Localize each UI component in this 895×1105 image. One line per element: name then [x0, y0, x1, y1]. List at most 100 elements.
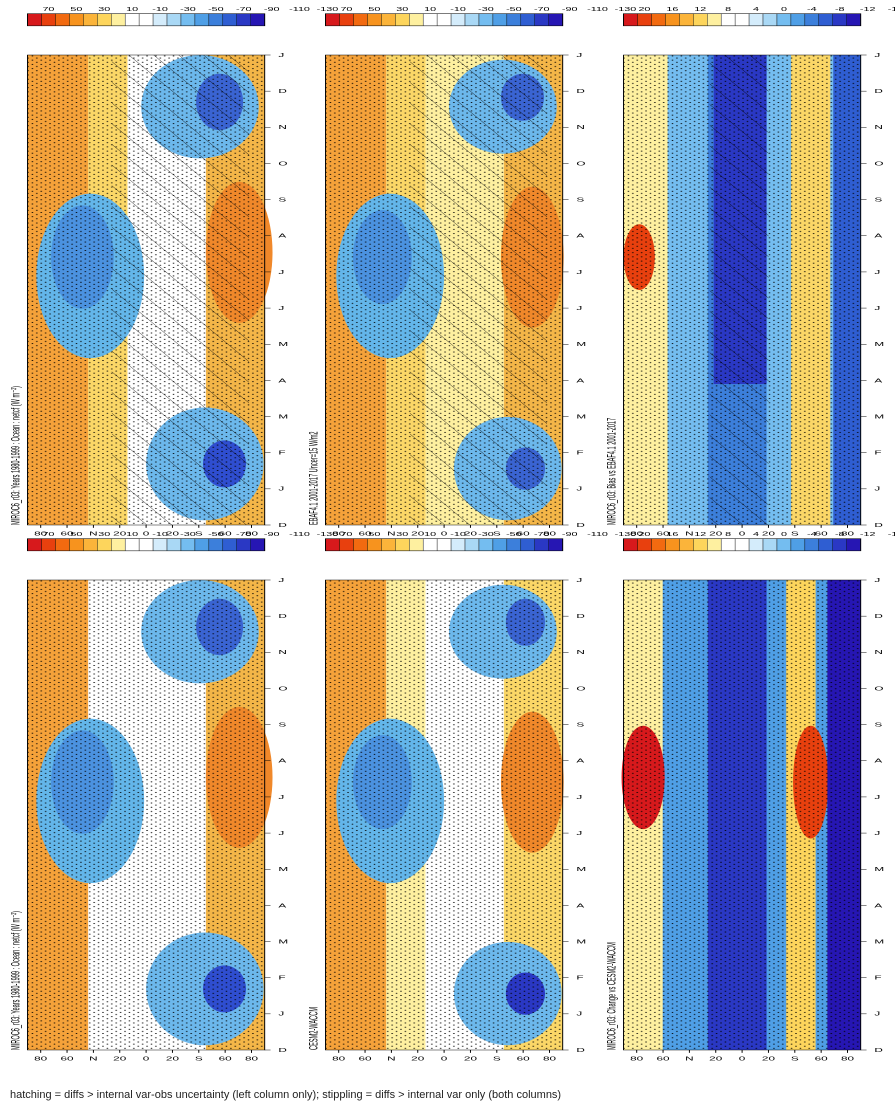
colorbar-swatch: [111, 538, 126, 551]
latitude-axis: 80 60 N 20 0 20 S 60 80: [34, 1050, 258, 1062]
y-tick-label: F: [278, 975, 286, 981]
colorbar-swatch: [478, 538, 494, 551]
colorbar-swatch: [41, 538, 56, 551]
colorbar-label: 0: [781, 6, 787, 12]
y-tick-label: F: [874, 975, 882, 981]
x-tick-label: 80: [332, 530, 345, 536]
latitude-axis: 80 60 N 20 0 20 S 60 80: [630, 1050, 854, 1062]
latitude-axis: 80 60 N 20 0 20 S 60 80: [34, 525, 258, 537]
colorbar-swatch: [534, 538, 549, 551]
y-tick-label: S: [278, 197, 286, 203]
colorbar-swatch: [381, 538, 396, 551]
panel-title: CESM2-WACCM: [307, 1007, 320, 1050]
y-tick-label: A: [278, 377, 287, 383]
x-tick-label: 60: [359, 530, 372, 536]
colorbar-label: -130: [615, 531, 637, 537]
colorbar-swatch: [409, 13, 424, 26]
y-tick-label: J: [278, 269, 284, 275]
y-tick-label: D: [278, 522, 287, 528]
colorbar-swatch: [707, 13, 722, 26]
y-tick-label: O: [874, 160, 883, 166]
colorbar-swatch: [464, 13, 480, 26]
x-tick-label: 80: [841, 1055, 854, 1061]
y-tick-label: N: [576, 649, 585, 655]
colorbar-swatch: [651, 13, 666, 26]
colorbar-label: -110: [289, 6, 310, 12]
colorbar-swatch: [27, 538, 42, 551]
y-tick-label: J: [278, 305, 284, 311]
colorbar-swatch: [665, 13, 680, 26]
colorbar-swatch: [637, 13, 652, 26]
colorbar-swatch: [534, 13, 549, 26]
colorbar-swatch: [69, 538, 84, 551]
latitude-axis: 80 60 N 20 0 20 S 60 80: [332, 525, 556, 537]
colorbar-swatch: [325, 13, 340, 26]
y-tick-label: N: [576, 124, 585, 130]
colorbar-label: -30: [478, 531, 494, 537]
y-tick-label: J: [576, 577, 582, 583]
x-tick-label: 20: [464, 530, 477, 536]
colorbar-label: -90: [562, 531, 578, 537]
y-tick-label: N: [874, 124, 883, 130]
colorbar-label: -30: [478, 6, 494, 12]
y-tick-label: A: [576, 233, 585, 239]
x-tick-label: 80: [332, 1055, 345, 1061]
x-tick-label: 60: [517, 1055, 530, 1061]
y-tick-label: O: [576, 685, 585, 691]
colorbar-swatch: [520, 538, 535, 551]
colorbar-swatch: [27, 13, 42, 26]
colorbar-swatch: [693, 538, 708, 551]
y-tick-label: M: [576, 341, 586, 347]
x-tick-label: N: [89, 530, 98, 536]
colorbar-swatch: [124, 538, 140, 551]
colorbar-swatch: [464, 538, 480, 551]
y-tick-label: A: [874, 377, 883, 383]
x-tick-label: 20: [113, 530, 126, 536]
colorbar-swatch: [790, 538, 806, 551]
y-tick-label: J: [576, 1011, 582, 1017]
y-tick-label: F: [576, 450, 584, 456]
colorbar-label: -90: [562, 6, 578, 12]
x-tick-label: 0: [441, 1055, 448, 1061]
y-tick-label: N: [278, 649, 287, 655]
x-tick-label: S: [791, 1055, 799, 1061]
y-tick-label: M: [576, 414, 586, 420]
y-tick-label: M: [278, 414, 288, 420]
month-axis: D J F M A M J J A S O N D J: [860, 52, 884, 528]
colorbar-label: 50: [70, 531, 82, 537]
y-tick-label: S: [576, 722, 584, 728]
colorbar-swatch: [506, 538, 522, 551]
colorbar-swatch: [69, 13, 84, 26]
colorbar-swatch: [679, 13, 694, 26]
colorbar-swatch: [395, 13, 410, 26]
colorbar-label: -4: [807, 531, 817, 537]
colorbar-swatch: [693, 13, 708, 26]
heatmap-field: [325, 580, 564, 1050]
colorbar-label: -110: [587, 531, 608, 537]
colorbar-label: -130: [615, 6, 637, 12]
x-tick-label: 60: [61, 1055, 74, 1061]
colorbar-swatch: [832, 538, 847, 551]
colorbar-swatch: [492, 13, 508, 26]
colorbar-swatch: [548, 538, 563, 551]
y-tick-label: J: [576, 269, 582, 275]
colorbar-swatch: [353, 13, 368, 26]
x-tick-label: 60: [657, 1055, 670, 1061]
y-tick-label: M: [278, 866, 288, 872]
colorbar-swatch: [180, 13, 196, 26]
x-tick-label: 80: [245, 530, 258, 536]
colorbar-swatch: [339, 538, 354, 551]
plot-frame: [623, 579, 862, 1051]
plot-frame: [27, 579, 266, 1051]
colorbar-swatch: [506, 13, 522, 26]
colorbar-label: 12: [694, 531, 706, 537]
colorbar-label: -10: [450, 531, 466, 537]
x-tick-label: 20: [166, 1055, 179, 1061]
colorbar-swatch: [138, 538, 154, 551]
y-tick-label: J: [874, 830, 880, 836]
colorbar-label: -50: [506, 531, 522, 537]
colorbar-label: 70: [42, 6, 54, 12]
heatmap-field: [27, 55, 273, 525]
